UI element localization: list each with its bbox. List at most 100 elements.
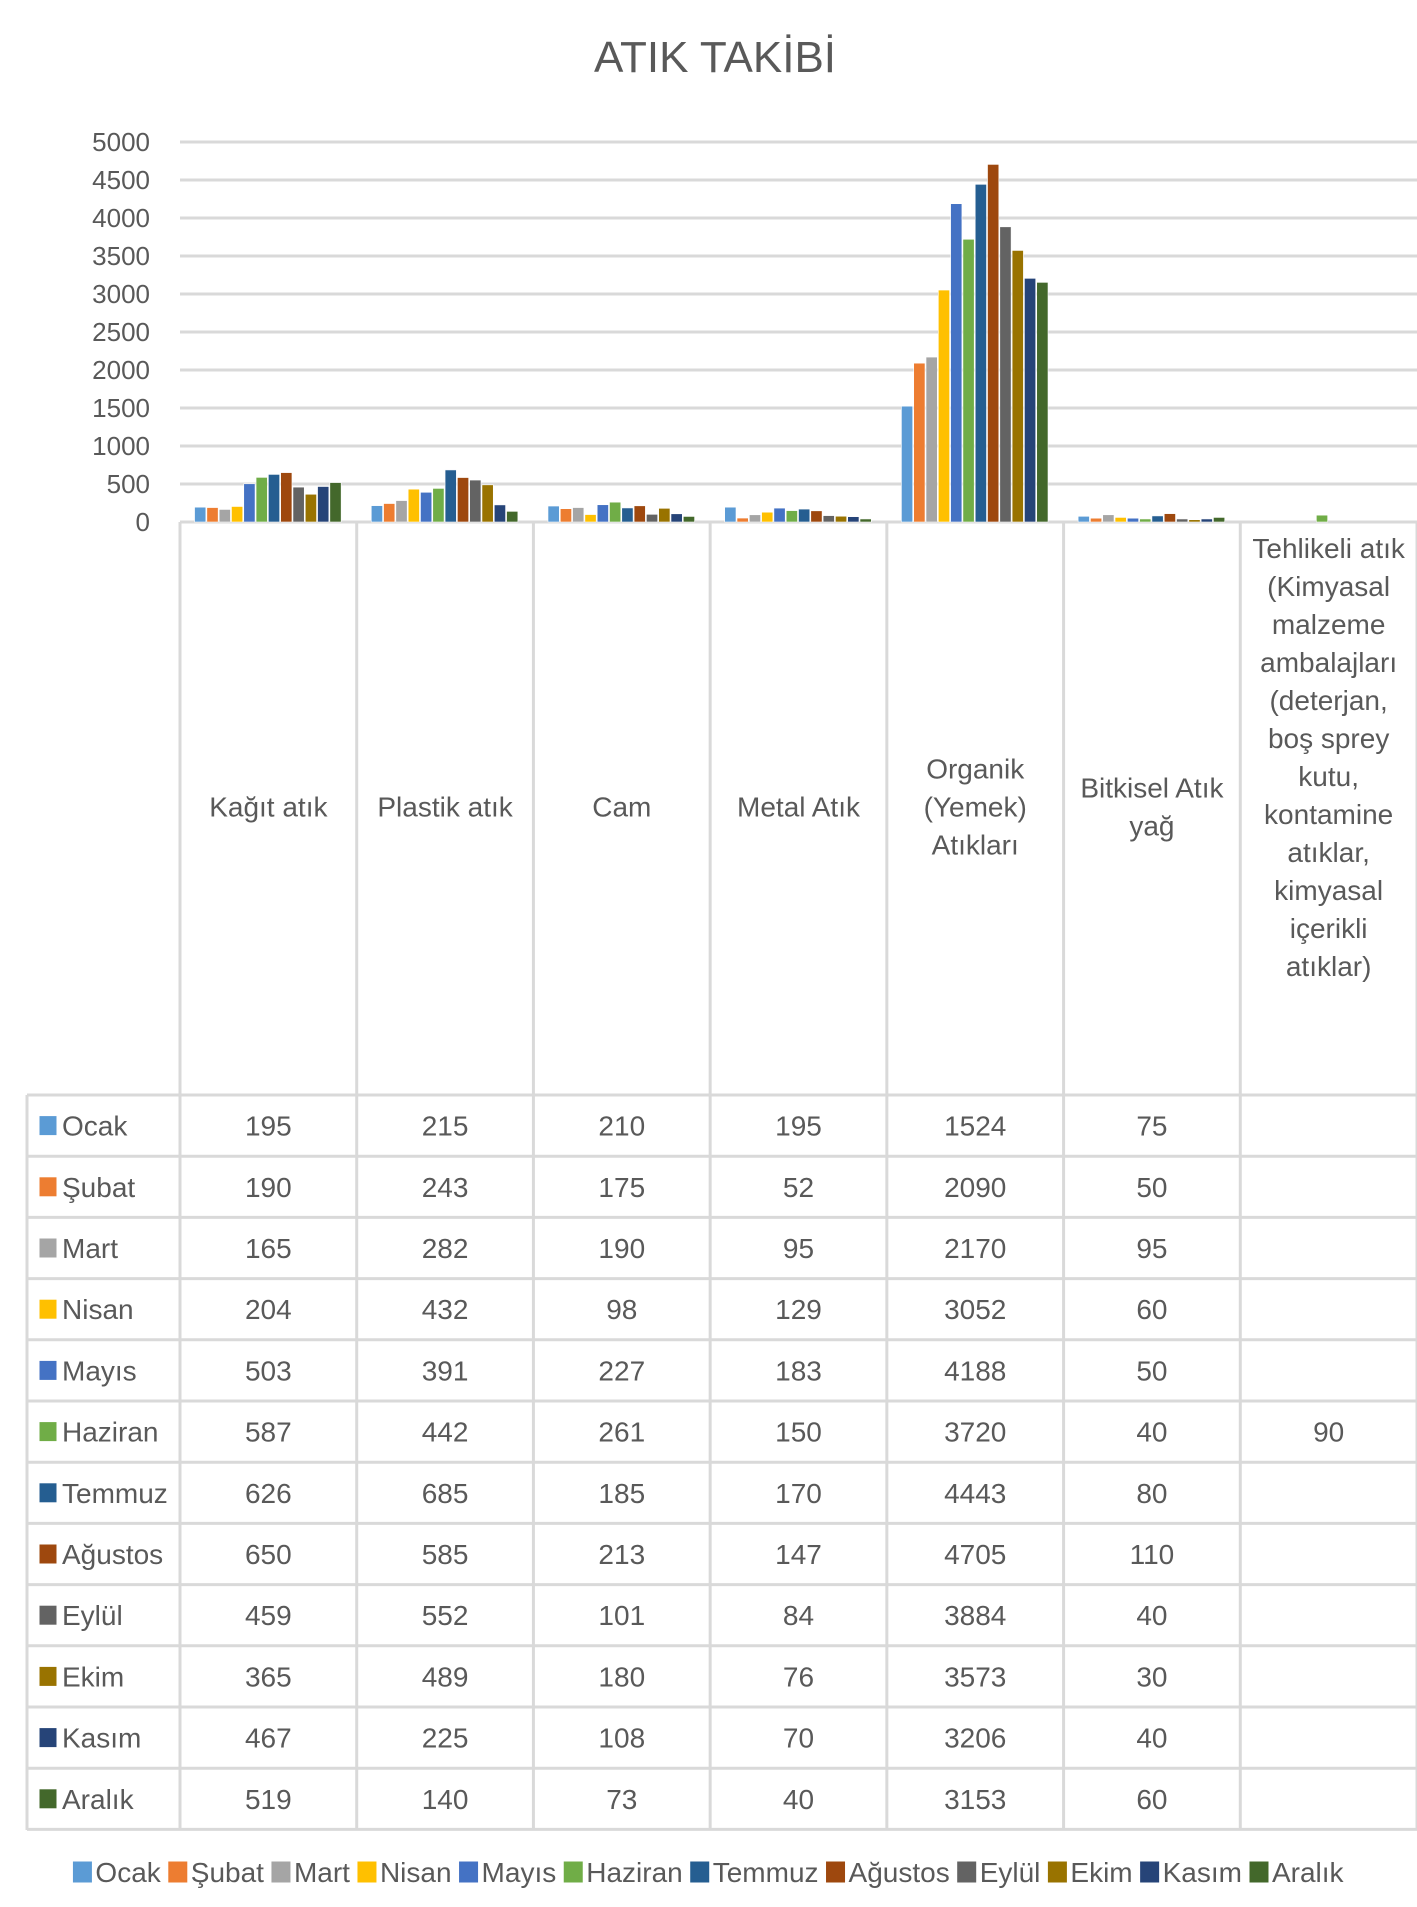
legend-key [168, 1861, 188, 1883]
bar [810, 510, 823, 523]
row-legend-key [39, 1666, 57, 1686]
data-label: 3573 [944, 1661, 1006, 1692]
table-row: Mart 165 282 190 95 2170 95 [39, 1233, 1168, 1264]
data-label: 170 [775, 1478, 822, 1509]
category-label-line: yağ [1129, 811, 1174, 842]
data-label: 147 [775, 1539, 822, 1570]
data-label: 243 [422, 1172, 469, 1203]
legend-key [563, 1861, 583, 1883]
data-label: 3884 [944, 1600, 1006, 1631]
legend-item: Mayıs [459, 1857, 556, 1888]
bar [444, 469, 457, 523]
data-label: 626 [245, 1478, 292, 1509]
bar [243, 483, 256, 523]
category-label-line: Organik [926, 754, 1025, 785]
data-label: 101 [598, 1600, 645, 1631]
bar [859, 518, 872, 523]
bar [798, 508, 811, 523]
data-label: 685 [422, 1478, 469, 1509]
data-label: 365 [245, 1661, 292, 1692]
data-label: 1524 [944, 1111, 1006, 1142]
bar [761, 511, 774, 523]
row-legend-key [39, 1360, 57, 1380]
bar [950, 203, 963, 523]
data-label: 4188 [944, 1355, 1006, 1386]
row-series-name: Nisan [62, 1294, 134, 1325]
row-series-name: Aralık [62, 1784, 135, 1815]
bar [621, 507, 634, 523]
bar [913, 362, 926, 523]
category-label: Bitkisel Atık yağ [1080, 773, 1224, 842]
bar [1213, 517, 1226, 523]
bar [999, 226, 1012, 523]
legend-label: Nisan [380, 1857, 452, 1888]
row-series-name: Ağustos [62, 1539, 163, 1570]
category-label: Organik (Yemek) Atıkları [924, 754, 1027, 861]
category-label: Kağıt atık [209, 792, 328, 823]
bar [1316, 514, 1328, 523]
category-label-line: kimyasal [1274, 875, 1383, 906]
y-tick-label: 4000 [92, 203, 150, 233]
bar [457, 477, 469, 523]
category-label-line: içerikli [1290, 913, 1368, 944]
data-label: 3720 [944, 1417, 1006, 1448]
bar [206, 507, 219, 523]
category-label-line: Cam [592, 792, 651, 823]
bar [329, 482, 342, 523]
table-row: Nisan 204 432 98 129 3052 60 [39, 1294, 1168, 1325]
bar [658, 508, 671, 523]
y-tick-label: 3000 [92, 279, 150, 309]
legend-key [1047, 1861, 1067, 1883]
y-tick-label: 500 [107, 469, 150, 499]
table-row: Şubat 190 243 175 52 2090 50 [39, 1172, 1168, 1203]
data-label: 60 [1136, 1784, 1167, 1815]
category-label-line: atıklar) [1286, 951, 1372, 982]
data-label: 165 [245, 1233, 292, 1264]
data-label: 60 [1136, 1294, 1167, 1325]
bar [292, 486, 305, 523]
legend-label: Mart [294, 1857, 350, 1888]
category-label-line: atıklar, [1287, 837, 1369, 868]
data-label: 459 [245, 1600, 292, 1631]
bar [1024, 278, 1037, 523]
bar [962, 238, 975, 523]
bar [670, 513, 683, 523]
data-label: 76 [783, 1661, 814, 1692]
legend-item: Ocak [72, 1857, 162, 1888]
row-legend-key [39, 1299, 57, 1319]
data-label: 90 [1313, 1417, 1344, 1448]
row-series-name: Ekim [62, 1661, 124, 1692]
legend: Ocak Şubat Mart Nisan Mayıs Haziran Temmuz Ağus… [72, 1857, 1345, 1888]
data-label: 195 [245, 1111, 292, 1142]
data-label: 585 [422, 1539, 469, 1570]
bar [218, 509, 231, 523]
legend-item: Ekim [1047, 1857, 1133, 1888]
bar [469, 479, 482, 523]
bar [609, 501, 622, 523]
bar [317, 486, 330, 523]
data-label: 3153 [944, 1784, 1006, 1815]
data-label: 183 [775, 1355, 822, 1386]
y-tick-label: 2500 [92, 317, 150, 347]
legend-label: Eylül [980, 1857, 1041, 1888]
legend-key [459, 1861, 479, 1883]
legend-key [690, 1861, 710, 1883]
bar [1114, 517, 1127, 523]
bar [255, 477, 268, 523]
bar [1077, 515, 1090, 523]
table-row: Haziran 587 442 261 150 3720 40 90 [39, 1417, 1344, 1448]
category-label-line: (Yemek) [924, 792, 1027, 823]
table-row: Ocak 195 215 210 195 1524 75 [39, 1111, 1168, 1142]
bar [572, 507, 585, 523]
data-label: 227 [598, 1355, 645, 1386]
data-label: 95 [1136, 1233, 1167, 1264]
data-label: 80 [1136, 1478, 1167, 1509]
row-series-name: Mart [62, 1233, 118, 1264]
data-label: 467 [245, 1723, 292, 1754]
row-legend-key [39, 1483, 57, 1503]
bar [420, 491, 433, 523]
category-label-line: (Kimyasal [1267, 571, 1390, 602]
data-label: 40 [783, 1784, 814, 1815]
table-row: Kasım 467 225 108 70 3206 40 [39, 1723, 1168, 1754]
data-label: 3052 [944, 1294, 1006, 1325]
